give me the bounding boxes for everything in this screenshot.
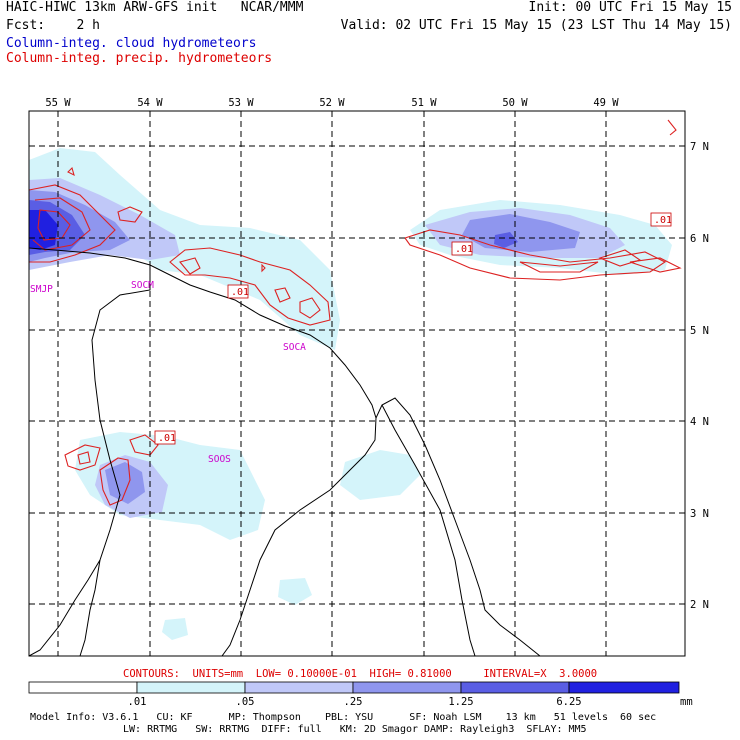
map-frame	[28, 110, 686, 657]
lat-label: 5 N	[690, 325, 709, 337]
lon-label: 52 W	[319, 97, 345, 109]
station-label: SOCA	[283, 342, 306, 353]
lat-label: 7 N	[690, 141, 709, 153]
colorbar-tick: .01	[128, 696, 147, 708]
contours-info: CONTOURS: UNITS=mm LOW= 0.10000E-01 HIGH…	[123, 668, 598, 680]
station-label: SMJP	[30, 284, 53, 295]
legend-precip: Column-integ. precip. hydrometeors	[6, 51, 273, 66]
model-info-line2: LW: RRTMG SW: RRTMG DIFF: full KM: 2D Sm…	[123, 724, 587, 735]
grid-lines	[29, 111, 685, 656]
colorbar-tick: .25	[344, 696, 363, 708]
lon-label: 54 W	[137, 97, 163, 109]
lon-label: 50 W	[502, 97, 528, 109]
lon-label: 53 W	[228, 97, 254, 109]
station-labels: SMJP SOCM SOCA SOOS	[30, 280, 306, 465]
colorbar-tick: 1.25	[448, 696, 473, 708]
coastlines	[29, 247, 541, 656]
colorbar-tick: 6.25	[556, 696, 581, 708]
contour-label: .01	[455, 244, 473, 255]
lat-label: 4 N	[690, 416, 709, 428]
map-area	[29, 111, 685, 656]
contour-label: .01	[158, 433, 176, 444]
lon-label: 49 W	[593, 97, 619, 109]
lat-label: 6 N	[690, 233, 709, 245]
valid-time: Valid: 02 UTC Fri 15 May 15 (23 LST Thu …	[340, 18, 732, 33]
lon-label: 51 W	[411, 97, 437, 109]
lat-labels: 7 N 6 N 5 N 4 N 3 N 2 N	[690, 141, 709, 611]
plot-title: HAIC-HIWC 13km ARW-GFS init NCAR/MMM	[6, 0, 304, 15]
lat-label: 3 N	[690, 508, 709, 520]
colorbar-ticks: .01 .05 .25 1.25 6.25 mm	[128, 696, 693, 708]
model-info-line1: Model Info: V3.6.1 CU: KF MP: Thompson P…	[30, 712, 657, 723]
station-label: SOOS	[208, 454, 231, 465]
contour-label: .01	[654, 215, 672, 226]
legend-cloud: Column-integ. cloud hydrometeors	[6, 36, 257, 51]
cloud-fill-max	[29, 210, 58, 250]
contour-label: .01	[231, 287, 249, 298]
colorbar-unit: mm	[680, 696, 693, 708]
lon-label: 55 W	[45, 97, 71, 109]
station-label: SOCM	[131, 280, 154, 291]
contour-value-labels: .01 .01 .01 .01	[154, 212, 672, 445]
precip-contours	[29, 119, 682, 506]
lon-labels: 55 W 54 W 53 W 52 W 51 W 50 W 49 W	[45, 97, 619, 109]
colorbar-tick: .05	[236, 696, 255, 708]
color-bar	[28, 681, 680, 694]
lat-label: 2 N	[690, 599, 709, 611]
init-time: Init: 00 UTC Fri 15 May 15	[528, 0, 733, 15]
forecast-hour: Fcst: 2 h	[6, 18, 100, 33]
